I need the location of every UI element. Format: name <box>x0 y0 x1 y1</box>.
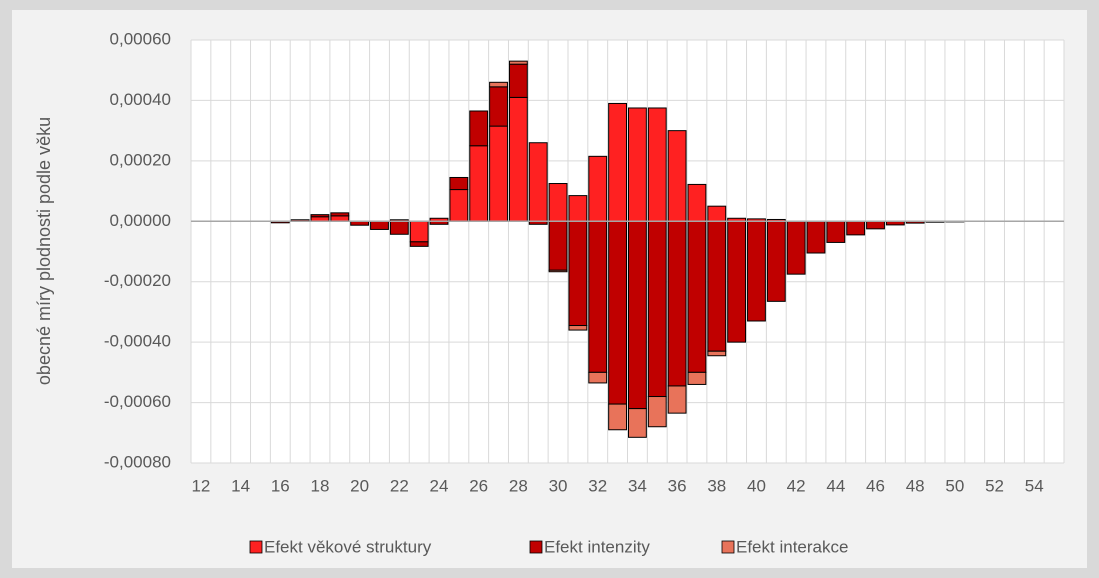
bar-segment <box>310 214 330 218</box>
bar-segment <box>568 325 588 331</box>
bar-segment <box>628 408 647 438</box>
x-tick-label: 36 <box>668 476 687 495</box>
bar-segment <box>687 371 707 385</box>
bar-segment <box>707 350 727 357</box>
bar-segment <box>548 220 568 271</box>
bar-segment <box>786 220 806 275</box>
bar-segment <box>667 385 687 414</box>
bar-segment <box>707 205 727 222</box>
bar-segment <box>588 371 608 384</box>
bar-segment <box>647 396 667 428</box>
y-tick-label: -0,00060 <box>104 392 171 411</box>
y-tick-label: 0,00000 <box>110 211 171 230</box>
bar-segment <box>489 81 508 88</box>
bar-segment <box>846 220 866 236</box>
bar-segment <box>548 269 568 273</box>
x-tick-label: 50 <box>945 476 964 495</box>
x-tick-label: 22 <box>390 476 409 495</box>
bar-segment <box>449 189 469 222</box>
bar-segment <box>687 183 707 222</box>
x-tick-label: 38 <box>707 476 726 495</box>
y-tick-label: 0,00060 <box>110 29 171 48</box>
y-tick-label: -0,00080 <box>104 452 171 471</box>
bar-segment <box>370 220 389 230</box>
bar-segment <box>806 220 826 254</box>
bar-segment <box>568 220 588 327</box>
legend-label: Efekt intenzity <box>544 537 650 556</box>
x-tick-label: 52 <box>985 476 1004 495</box>
y-tick-label: -0,00040 <box>104 332 171 351</box>
x-tick-label: 28 <box>509 476 528 495</box>
bar-segment <box>469 145 489 222</box>
legend-swatch <box>249 540 263 554</box>
y-tick-label: -0,00020 <box>104 271 171 290</box>
y-axis-label: obecné míry plodnosti podle věku <box>34 117 54 385</box>
bar-segment <box>608 403 628 431</box>
legend-swatch <box>721 540 735 554</box>
bar-segment <box>528 142 548 222</box>
x-tick-label: 32 <box>588 476 607 495</box>
x-tick-label: 48 <box>906 476 925 495</box>
x-tick-label: 42 <box>787 476 806 495</box>
legend-label: Efekt interakce <box>736 537 848 556</box>
bar-segment <box>727 220 747 343</box>
bar-segment <box>826 220 846 243</box>
bar-segment <box>707 220 727 352</box>
legend-label: Efekt věkové struktury <box>264 537 432 556</box>
bar-segment <box>508 96 528 222</box>
bar-segment <box>647 107 667 222</box>
bar-segment <box>687 220 707 373</box>
bar-segment <box>588 155 608 222</box>
x-tick-label: 34 <box>628 476 647 495</box>
x-tick-label: 12 <box>191 476 210 495</box>
bar-segment <box>469 110 489 147</box>
bar-segment <box>508 60 528 65</box>
x-tick-label: 44 <box>826 476 845 495</box>
x-tick-label: 54 <box>1025 476 1044 495</box>
bar-segment <box>766 220 786 302</box>
bar-segment <box>489 86 508 127</box>
bar-segment <box>449 176 469 191</box>
x-tick-label: 30 <box>549 476 568 495</box>
x-tick-label: 40 <box>747 476 766 495</box>
bar-segment <box>628 220 647 410</box>
bar-segment <box>628 107 647 222</box>
x-tick-label: 14 <box>231 476 250 495</box>
bar-segment <box>330 212 350 217</box>
bar-segment <box>508 63 528 98</box>
bar-segment <box>409 220 429 243</box>
x-tick-label: 20 <box>350 476 369 495</box>
y-tick-label: 0,00020 <box>110 150 171 169</box>
bar-segment <box>548 183 568 222</box>
x-tick-label: 26 <box>469 476 488 495</box>
bar-segment <box>588 220 608 373</box>
bar-segment <box>330 215 350 222</box>
bar-segment <box>866 220 885 230</box>
bar-segment <box>747 220 766 322</box>
x-tick-label: 16 <box>271 476 290 495</box>
bar-segment <box>409 241 429 247</box>
y-tick-label: 0,00040 <box>110 90 171 109</box>
bar-segment <box>667 220 687 387</box>
bar-segment <box>389 220 409 235</box>
bar-segment <box>647 220 667 398</box>
bar-segment <box>568 195 588 222</box>
bar-segment <box>608 220 628 405</box>
legend-swatch <box>529 540 543 554</box>
x-tick-label: 24 <box>430 476 449 495</box>
x-tick-label: 46 <box>866 476 885 495</box>
bar-segment <box>489 125 508 222</box>
bar-segment <box>608 102 628 222</box>
x-tick-label: 18 <box>311 476 330 495</box>
bar-segment <box>667 130 687 222</box>
